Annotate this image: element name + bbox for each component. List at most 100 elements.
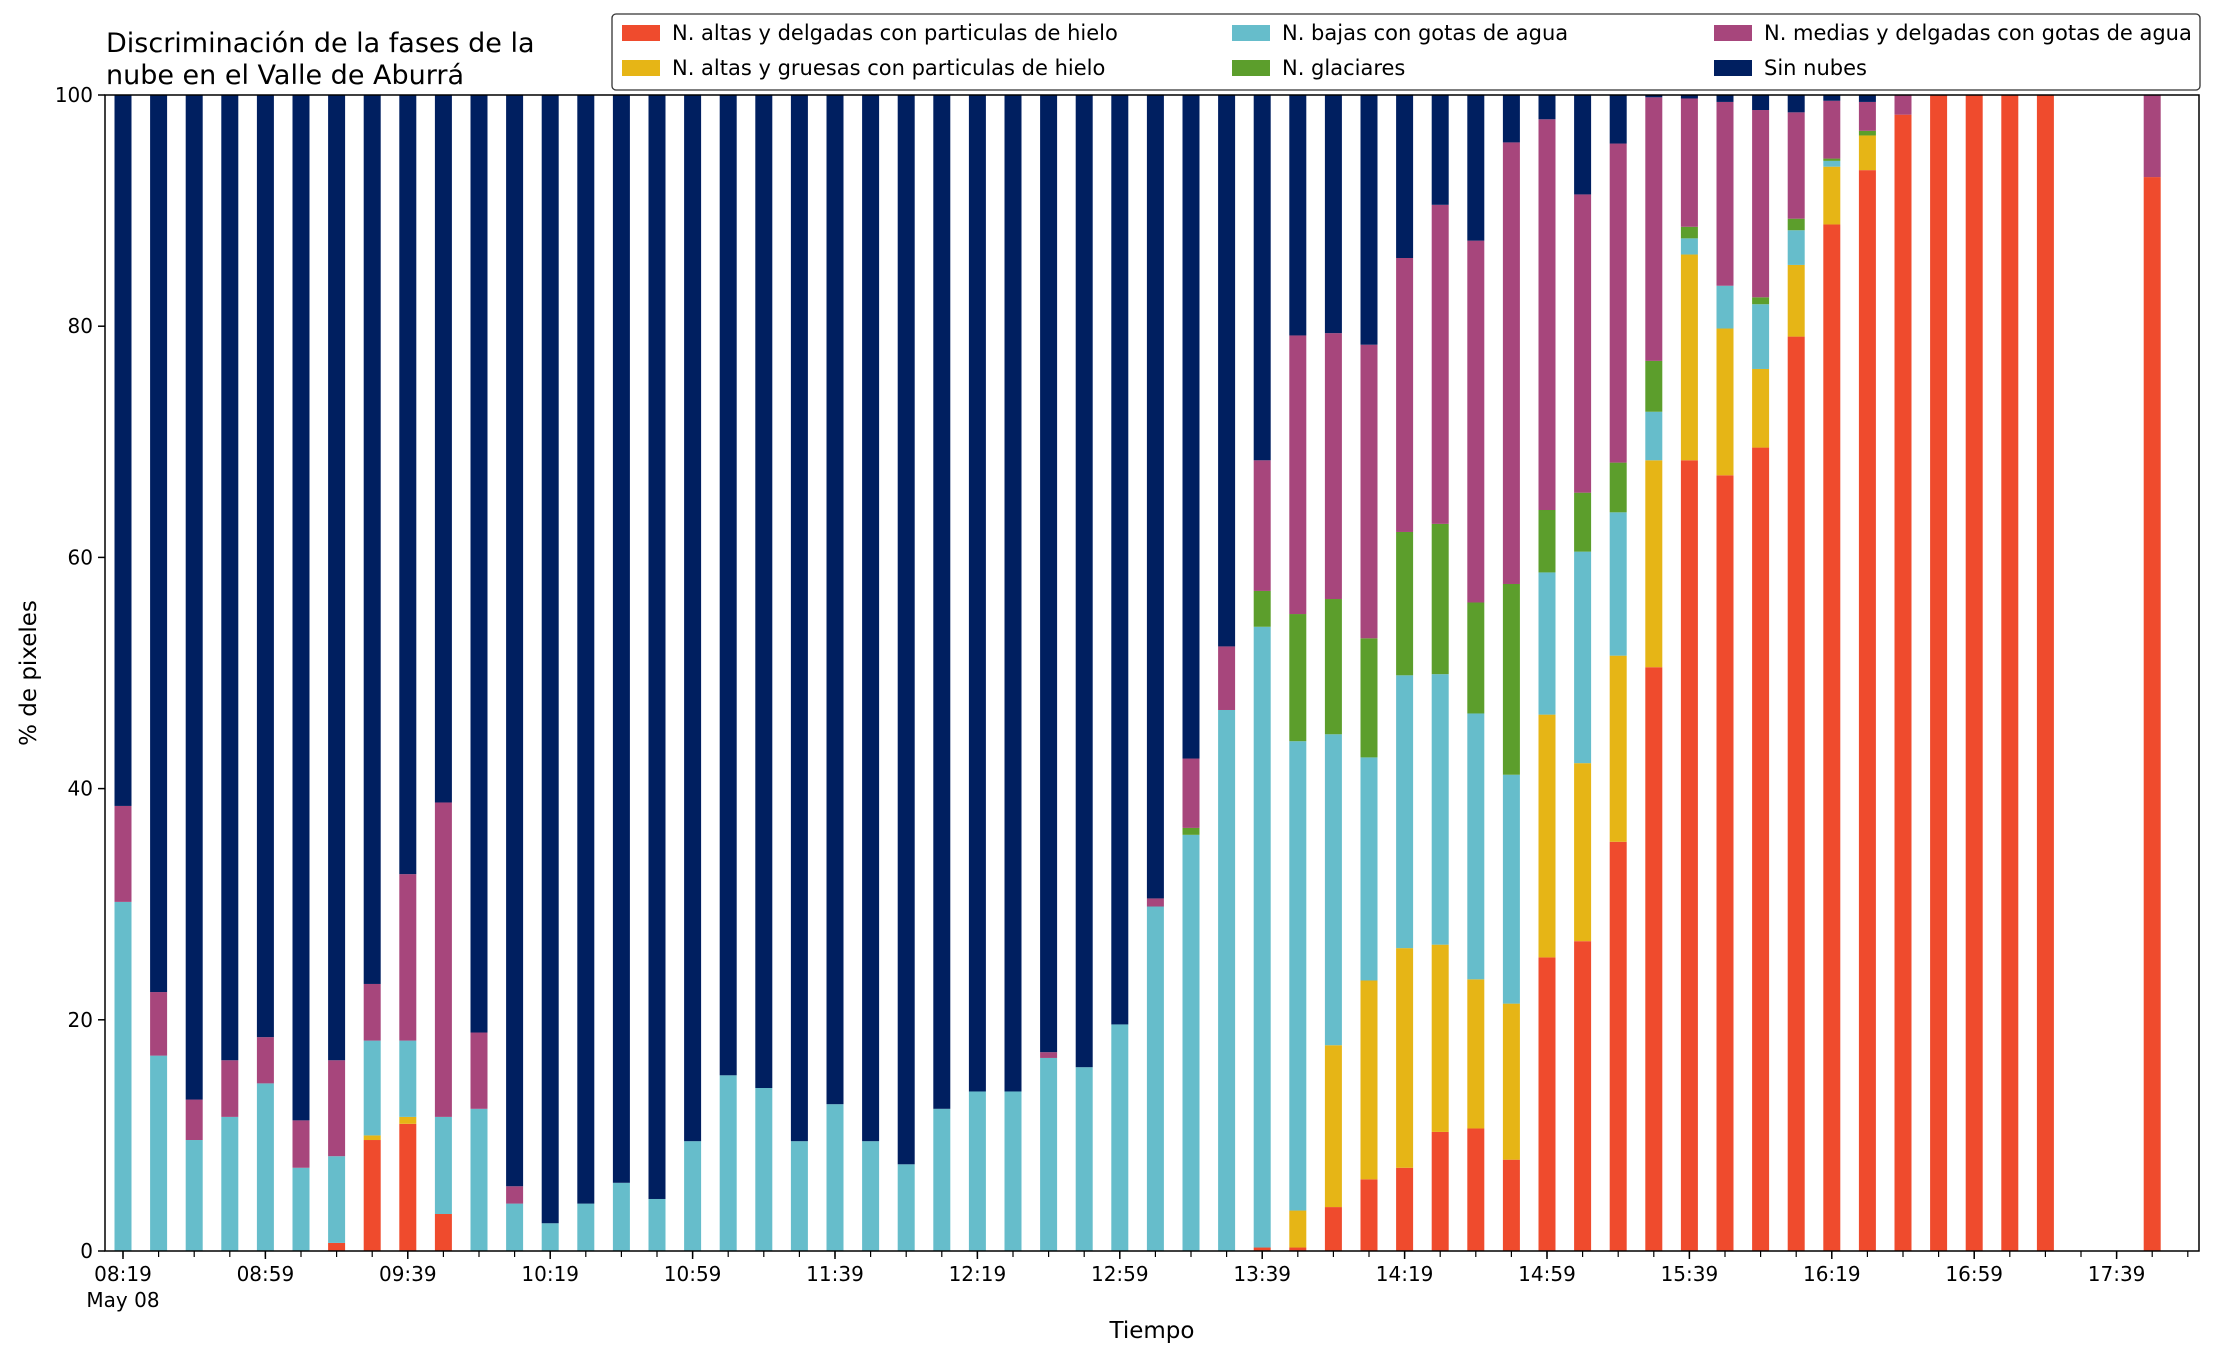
bar-segment-1-33	[1289, 1210, 1307, 1248]
bar-segment-2-43	[1645, 411, 1663, 461]
x-tick-label: 14:59	[1518, 1262, 1576, 1286]
bar-segment-4-11	[506, 1186, 524, 1204]
bar-segment-4-44	[1680, 98, 1698, 227]
bar-segment-2-13	[577, 1203, 595, 1251]
x-tick-label: 15:39	[1661, 1262, 1719, 1286]
bar-segment-5-4	[256, 95, 274, 1038]
bar-segment-4-42	[1609, 143, 1627, 463]
bar-segment-2-15	[648, 1198, 666, 1251]
bar-segment-0-6	[328, 1242, 346, 1251]
y-axis-label: % de pixeles	[16, 600, 42, 746]
bar-segment-0-7	[363, 1140, 381, 1251]
bar-segment-4-29	[1146, 898, 1164, 907]
bar-segment-5-28	[1111, 95, 1129, 1025]
bar-segment-4-39	[1502, 142, 1520, 584]
legend-label: N. medias y delgadas con gotas de agua	[1764, 21, 2192, 45]
bar-segment-2-11	[506, 1203, 524, 1251]
bar-segment-2-47	[1787, 230, 1805, 265]
bar-segment-3-40	[1538, 510, 1556, 573]
bar-segment-0-57	[2143, 177, 2161, 1252]
bar-segment-0-44	[1680, 460, 1698, 1251]
bar-segment-5-15	[648, 95, 666, 1199]
bar-segment-2-5	[292, 1167, 310, 1251]
bar-segment-0-38	[1467, 1128, 1485, 1251]
bar-segment-2-24	[968, 1091, 986, 1251]
bar-segment-1-40	[1538, 714, 1556, 958]
bar-segment-5-2	[185, 95, 203, 1100]
bar-segment-0-48	[1823, 224, 1841, 1252]
legend-swatch	[1232, 25, 1270, 41]
legend-label: N. altas y gruesas con particulas de hie…	[672, 56, 1105, 80]
bar-segment-5-9	[434, 95, 452, 803]
bar-segment-2-20	[826, 1104, 844, 1251]
bar-segment-1-41	[1574, 763, 1592, 942]
bar-segment-2-22	[897, 1164, 915, 1251]
bar-segment-5-8	[399, 95, 417, 875]
bar-segment-4-7	[363, 983, 381, 1041]
bar-segment-2-7	[363, 1040, 381, 1136]
chart-title-line-2: nube en el Valle de Aburrá	[106, 60, 464, 91]
bar-segment-1-34	[1324, 1045, 1342, 1208]
bar-segment-0-46	[1752, 447, 1770, 1252]
bar-segment-0-45	[1716, 475, 1734, 1251]
bar-segment-5-25	[1004, 95, 1022, 1092]
bar-segment-5-48	[1823, 95, 1841, 101]
bar-segment-4-5	[292, 1120, 310, 1168]
y-tick-label: 60	[68, 545, 93, 569]
bar-segment-2-4	[256, 1083, 274, 1251]
bar-segment-5-7	[363, 95, 381, 984]
chart-title-line-1: Discriminación de la fases de la	[106, 28, 535, 59]
bar-segment-0-51	[1930, 95, 1948, 1251]
bar-segment-5-47	[1787, 95, 1805, 113]
bar-segment-1-39	[1502, 1003, 1520, 1160]
bar-segment-3-43	[1645, 360, 1663, 412]
bar-segment-2-16	[684, 1141, 702, 1251]
bar-segment-4-46	[1752, 110, 1770, 298]
x-tick-label: 08:19	[94, 1262, 152, 1286]
bar-segment-2-25	[1004, 1091, 1022, 1251]
bar-segment-1-8	[399, 1116, 417, 1124]
bar-segment-4-34	[1324, 333, 1342, 600]
bar-segment-5-49	[1858, 95, 1876, 102]
bar-segment-4-4	[256, 1037, 274, 1084]
bar-segment-0-49	[1858, 170, 1876, 1251]
bar-segment-3-47	[1787, 218, 1805, 231]
plot-frame	[104, 94, 2200, 1252]
bar-segment-2-39	[1502, 774, 1520, 1004]
bar-segment-5-14	[612, 95, 630, 1183]
bar-segment-4-49	[1858, 101, 1876, 131]
bar-segment-2-32	[1253, 626, 1271, 1248]
bar-segment-3-36	[1396, 531, 1414, 676]
bar-segment-4-6	[328, 1060, 346, 1157]
bar-segment-2-23	[933, 1108, 951, 1251]
bar-segment-3-30	[1182, 827, 1200, 835]
bar-segment-4-50	[1894, 95, 1912, 115]
bar-segment-2-35	[1360, 757, 1378, 981]
legend-label: Sin nubes	[1764, 56, 1867, 80]
bar-segment-5-13	[577, 95, 595, 1204]
bar-segment-0-32	[1253, 1247, 1271, 1251]
bar-segment-5-21	[862, 95, 880, 1142]
bar-segment-2-34	[1324, 734, 1342, 1046]
bar-segment-1-44	[1680, 254, 1698, 461]
bar-segment-2-9	[434, 1116, 452, 1214]
bars-layer	[114, 95, 2161, 1252]
bar-segment-3-32	[1253, 590, 1271, 627]
bar-segment-2-48	[1823, 160, 1841, 167]
bar-segment-5-10	[470, 95, 488, 1033]
x-tick-label: 12:19	[949, 1262, 1007, 1286]
bar-segment-2-21	[862, 1141, 880, 1251]
bar-segment-5-3	[221, 95, 239, 1061]
bar-segment-0-42	[1609, 841, 1627, 1251]
y-tick-label: 0	[80, 1239, 93, 1263]
bar-segment-3-35	[1360, 638, 1378, 758]
legend-label: N. bajas con gotas de agua	[1282, 21, 1568, 45]
bar-segment-0-50	[1894, 114, 1912, 1251]
bar-segment-2-38	[1467, 713, 1485, 980]
x-tick-label: 10:59	[664, 1262, 722, 1286]
bar-segment-3-46	[1752, 297, 1770, 305]
bar-segment-4-9	[434, 802, 452, 1117]
bar-segment-1-37	[1431, 944, 1449, 1132]
